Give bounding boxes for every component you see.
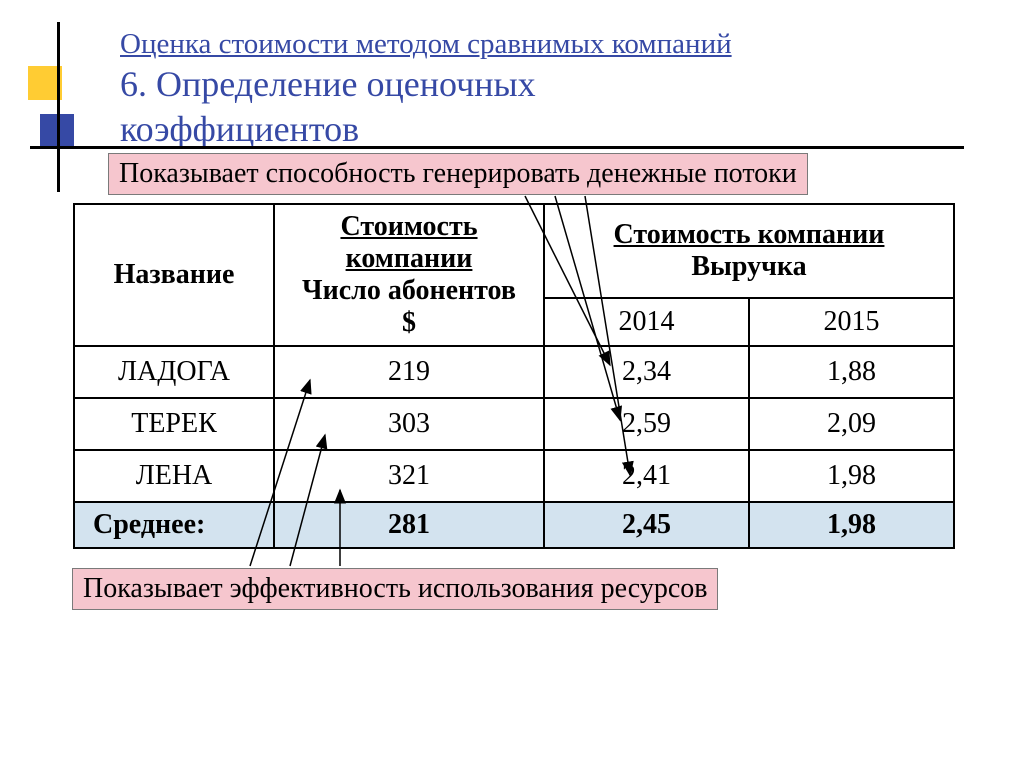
cell-avg-sub: 281 (274, 502, 544, 548)
cell-name: ЛЕНА (74, 450, 274, 502)
cell-avg-label: Среднее: (74, 502, 274, 548)
th-name: Название (74, 204, 274, 346)
cell-ev-rev-2014: 2,41 (544, 450, 749, 502)
th-ev-revenue: Стоимость компании Выручка (544, 204, 954, 298)
th-ev-subscribers: Стоимость компании Число абонентов $ (274, 204, 544, 346)
cell-ev-sub: 219 (274, 346, 544, 398)
th-ev-rev-line1: Стоимость компании (549, 219, 949, 251)
title-overline: Оценка стоимости методом сравнимых компа… (120, 26, 974, 62)
th-year-2014: 2014 (544, 298, 749, 346)
th-ev-sub-line3: $ (279, 307, 539, 339)
cell-avg-2014: 2,45 (544, 502, 749, 548)
th-ev-sub-line1: Стоимость компании (279, 211, 539, 275)
cell-avg-2015: 1,98 (749, 502, 954, 548)
th-year-2015: 2015 (749, 298, 954, 346)
cell-name: ЛАДОГА (74, 346, 274, 398)
cell-ev-rev-2015: 2,09 (749, 398, 954, 450)
cell-ev-sub: 321 (274, 450, 544, 502)
cell-name: ТЕРЕК (74, 398, 274, 450)
callout-cashflow: Показывает способность генерировать дене… (108, 153, 808, 195)
cell-ev-rev-2015: 1,88 (749, 346, 954, 398)
slide-title: Оценка стоимости методом сравнимых компа… (120, 26, 974, 152)
th-ev-sub-line2: Число абонентов (279, 275, 539, 307)
title-main-1: 6. Определение оценочных (120, 62, 974, 107)
th-ev-rev-line2: Выручка (549, 251, 949, 283)
callout-efficiency: Показывает эффективность использования р… (72, 568, 718, 610)
cell-ev-rev-2015: 1,98 (749, 450, 954, 502)
rule-horizontal (30, 146, 964, 149)
cell-ev-sub: 303 (274, 398, 544, 450)
cell-ev-rev-2014: 2,59 (544, 398, 749, 450)
multiples-table: Название Стоимость компании Число абонен… (73, 203, 953, 549)
rule-vertical (57, 22, 60, 192)
slide: Оценка стоимости методом сравнимых компа… (0, 0, 1024, 767)
cell-ev-rev-2014: 2,34 (544, 346, 749, 398)
